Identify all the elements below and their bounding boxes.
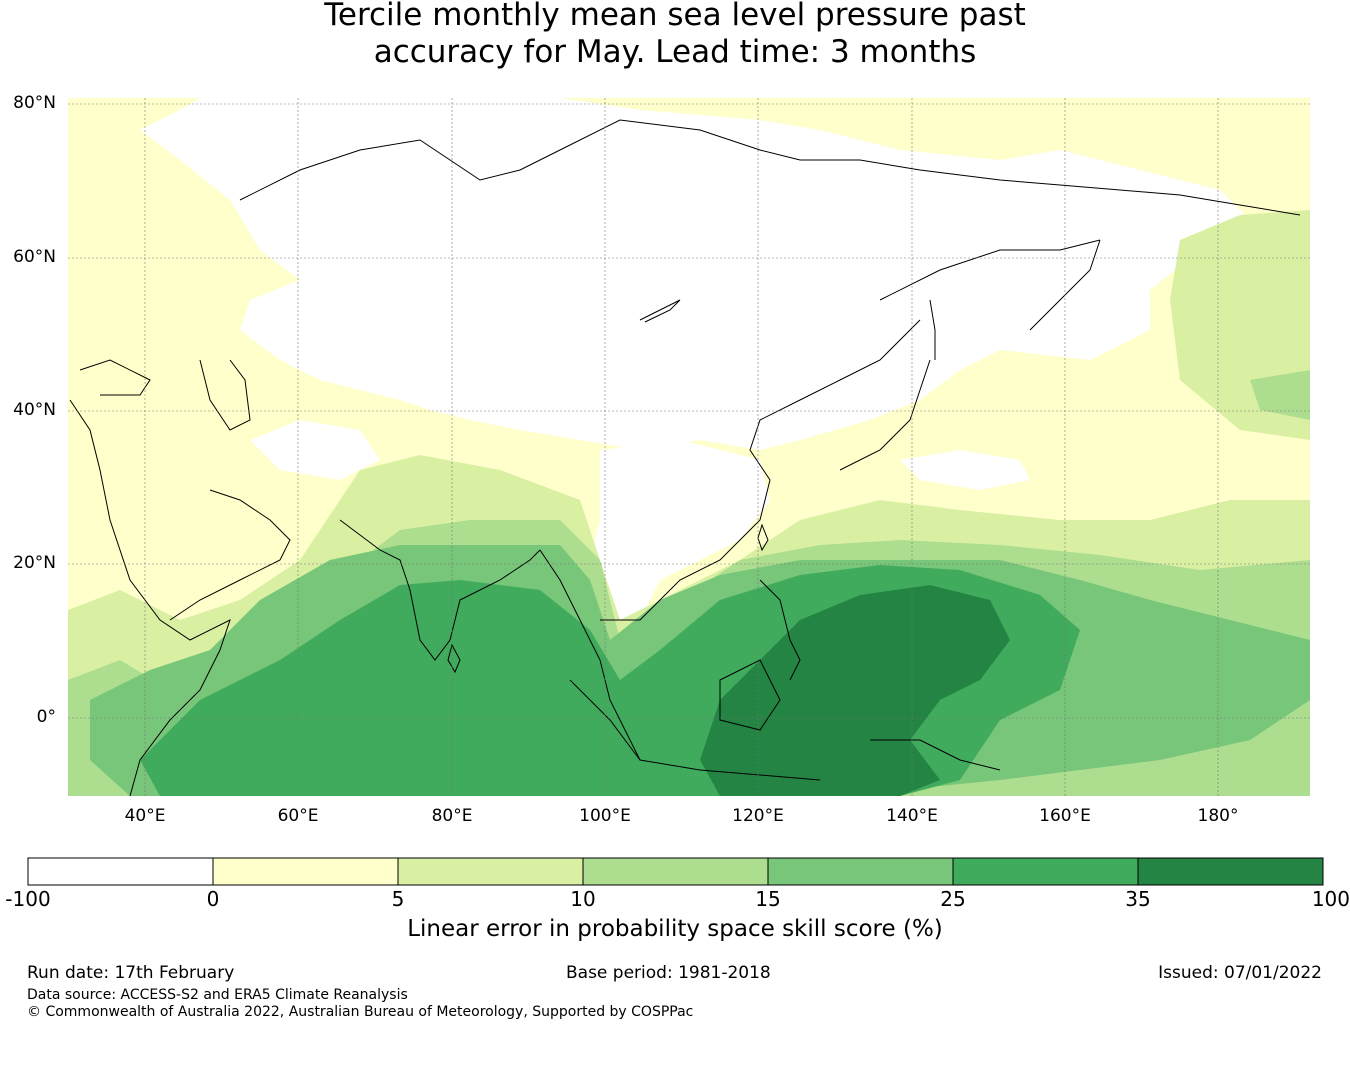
coast-sakhalin [929,299,936,360]
field-negative-china [590,440,770,640]
lat-label-40n: 40°N [13,400,56,420]
base-period: Base period: 1981-2018 [566,963,771,983]
run-date: Run date: 17th February [27,963,235,983]
data-source: Data source: ACCESS-S2 and ERA5 Climate … [27,987,408,1003]
field-negative-north [140,98,1250,450]
colorbar-segment-15-25 [768,858,953,885]
colorbar-segment-negative [28,858,213,885]
colorbar-segment-25-35 [953,858,1138,885]
coast-baikal [639,299,681,323]
coast-caspian [199,359,251,431]
colorbar-segment-5-10 [398,858,583,885]
coast-okhotsk [879,239,1101,301]
lon-label-160e: 160°E [1039,806,1091,826]
colorbar-title: Linear error in probability space skill … [407,916,943,942]
lon-label-180: 180° [1197,806,1239,826]
field-10-15-nepac [1250,370,1310,420]
colorbar-tick-5: 5 [391,887,405,911]
chart-title-line-1: Tercile monthly mean sea level pressure … [324,0,1026,33]
colorbar [27,857,1324,886]
colorbar-tick-neg100: -100 [5,887,51,911]
coast-china [600,319,921,621]
lat-label-80n: 80°N [13,93,56,113]
lon-label-120e: 120°E [732,806,784,826]
coast-japan [839,359,931,471]
lat-label-60n: 60°N [13,247,56,267]
colorbar-segment-10-15 [583,858,768,885]
field-negative-east [900,450,1030,490]
lon-label-140e: 140°E [886,806,938,826]
colorbar-tick-0: 0 [206,887,220,911]
coast-siberia [239,119,1301,216]
coast-sri-lanka [447,643,461,674]
colorbar-segment-35-100 [1138,858,1323,885]
colorbar-segment-0-5 [213,858,398,885]
skill-score-field [68,98,1310,796]
issued-date: Issued: 07/01/2022 [1158,963,1322,983]
colorbar-frame [27,857,1324,886]
coast-sumatra-java [569,679,821,781]
lon-label-80e: 80°E [431,806,473,826]
coastlines [69,119,1301,796]
colorbar-tick-25: 25 [940,887,966,911]
chart-title-line-2: accuracy for May. Lead time: 3 months [373,34,977,70]
copyright: © Commonwealth of Australia 2022, Austra… [27,1004,694,1020]
coast-new-guinea [870,739,1001,771]
coast-philippines [759,579,801,681]
coast-india [339,519,541,661]
colorbar-tick-10: 10 [570,887,596,911]
lon-label-40e: 40°E [124,806,166,826]
colorbar-tick-100: 100 [1311,887,1350,911]
lat-label-20n: 20°N [13,553,56,573]
lon-label-100e: 100°E [579,806,631,826]
coast-indochina [539,549,641,761]
gridlines [68,98,1310,796]
coast-arabia [169,489,291,621]
lon-label-60e: 60°E [277,806,319,826]
colorbar-tick-15: 15 [755,887,781,911]
coast-arabia-africa [69,399,231,796]
coast-taiwan [757,523,769,552]
colorbar-tick-35: 35 [1125,887,1151,911]
lat-label-0: 0° [36,707,56,727]
coast-kamchatka [1029,239,1101,331]
coast-borneo [719,659,781,731]
field-negative-center [250,420,380,480]
coast-black-sea [79,359,151,396]
field-35-100 [700,585,1010,796]
